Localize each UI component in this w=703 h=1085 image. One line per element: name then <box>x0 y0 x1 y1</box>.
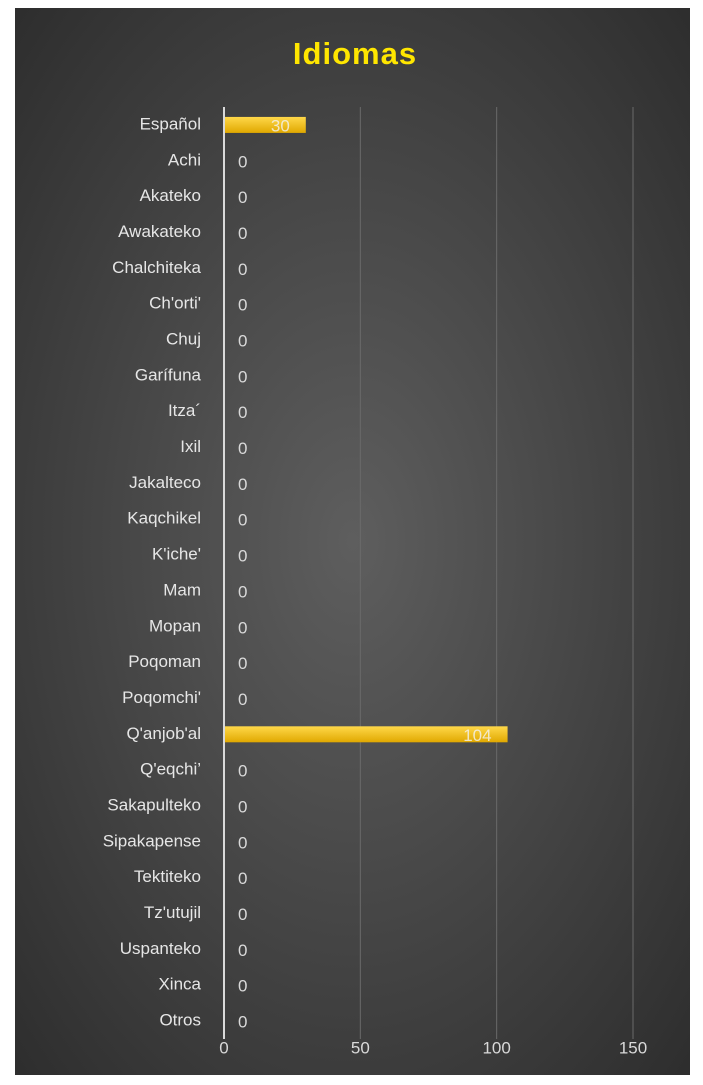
data-label: 0 <box>238 188 247 207</box>
y-tick-label: Chalchiteka <box>112 258 201 277</box>
chart-title: Idiomas <box>293 36 417 71</box>
y-tick-label: Tz'utujil <box>144 903 201 922</box>
y-tick-label: Tektiteko <box>134 867 201 886</box>
y-tick-label: Mopan <box>149 616 201 635</box>
y-tick-label: Uspanteko <box>120 939 201 958</box>
chart-background <box>15 8 690 1075</box>
data-label: 0 <box>238 511 247 530</box>
data-label: 30 <box>271 116 290 135</box>
y-tick-label: Mam <box>163 580 201 599</box>
data-label: 0 <box>238 941 247 960</box>
data-label: 0 <box>238 439 247 458</box>
data-label: 0 <box>238 367 247 386</box>
data-label: 0 <box>238 403 247 422</box>
data-label: 0 <box>238 331 247 350</box>
y-tick-label: Jakalteco <box>129 473 201 492</box>
bar <box>224 726 508 743</box>
y-tick-label: Español <box>140 114 201 133</box>
y-tick-label: Ch'orti' <box>149 294 201 313</box>
data-label: 0 <box>238 582 247 601</box>
y-tick-label: Xinca <box>158 975 201 994</box>
data-label: 0 <box>238 762 247 781</box>
data-label: 0 <box>238 905 247 924</box>
x-tick-label: 150 <box>619 1038 647 1057</box>
data-label: 0 <box>238 1013 247 1032</box>
y-tick-label: Poqoman <box>128 652 201 671</box>
y-tick-label: Q'anjob'al <box>126 724 201 743</box>
data-label: 0 <box>238 869 247 888</box>
y-tick-label: Chuj <box>166 329 201 348</box>
data-label: 0 <box>238 833 247 852</box>
data-label: 104 <box>463 726 491 745</box>
y-tick-label: Sipakapense <box>103 831 201 850</box>
y-tick-label: Garífuna <box>135 365 202 384</box>
data-label: 0 <box>238 977 247 996</box>
y-tick-label: Awakateko <box>118 222 201 241</box>
y-tick-label: Akateko <box>140 186 201 205</box>
data-label: 0 <box>238 654 247 673</box>
data-label: 0 <box>238 547 247 566</box>
x-tick-label: 50 <box>351 1038 370 1057</box>
data-label: 0 <box>238 296 247 315</box>
y-tick-label: Poqomchi' <box>122 688 201 707</box>
y-tick-label: Sakapulteko <box>107 795 201 814</box>
data-label: 0 <box>238 618 247 637</box>
data-label: 0 <box>238 690 247 709</box>
y-tick-label: Achi <box>168 150 201 169</box>
data-label: 0 <box>238 224 247 243</box>
x-tick-label: 100 <box>482 1038 510 1057</box>
bar <box>224 116 306 133</box>
y-tick-label: K'iche' <box>152 545 201 564</box>
data-label: 0 <box>238 475 247 494</box>
data-label: 0 <box>238 797 247 816</box>
y-tick-label: Ixil <box>180 437 201 456</box>
data-label: 0 <box>238 260 247 279</box>
y-tick-label: Q'eqchi’ <box>140 760 201 779</box>
y-tick-label: Itza´ <box>168 401 201 420</box>
y-tick-label: Otros <box>159 1011 201 1030</box>
x-tick-label: 0 <box>219 1038 228 1057</box>
data-label: 0 <box>238 152 247 171</box>
y-tick-label: Kaqchikel <box>127 509 201 528</box>
